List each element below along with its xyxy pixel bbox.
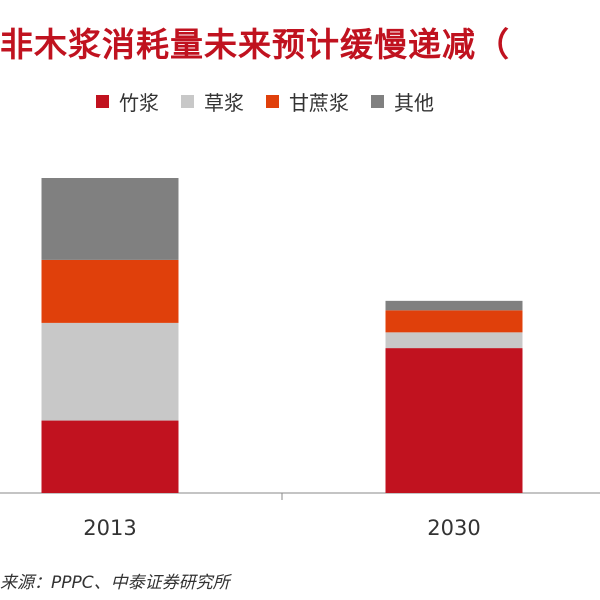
bar-segment-other-2013 <box>41 178 179 260</box>
source-note: 来源：PPPC、中泰证券研究所 <box>0 573 230 593</box>
legend-swatch-bagasse <box>266 95 279 108</box>
legend-swatch-bamboo <box>96 95 109 108</box>
x-tick-label-2030: 2030 <box>427 516 480 540</box>
bar-segment-bagasse-2030 <box>385 310 523 333</box>
legend-label-bamboo: 竹浆 <box>119 91 159 115</box>
legend-swatch-straw <box>181 95 194 108</box>
legend-item-bagasse: 甘蔗浆 <box>266 87 349 116</box>
bar-segment-other-2030 <box>385 300 523 311</box>
legend-item-straw: 草浆 <box>181 87 244 116</box>
legend-item-other: 其他 <box>371 87 434 116</box>
bar-segment-bamboo-2013 <box>41 420 179 493</box>
bar-segment-bamboo-2030 <box>385 348 523 493</box>
legend: 竹浆 草浆 甘蔗浆 其他 <box>96 87 456 116</box>
legend-swatch-other <box>371 95 384 108</box>
legend-item-bamboo: 竹浆 <box>96 87 159 116</box>
bar-segment-straw-2030 <box>385 332 523 349</box>
legend-label-straw: 草浆 <box>204 91 244 115</box>
legend-label-other: 其他 <box>394 91 434 115</box>
bar-segment-straw-2013 <box>41 322 179 421</box>
chart-title: 非木浆消耗量未来预计缓慢递减（ <box>0 25 510 64</box>
x-tick-label-2013: 2013 <box>83 516 136 540</box>
legend-label-bagasse: 甘蔗浆 <box>289 91 349 115</box>
bar-segment-bagasse-2013 <box>41 259 179 323</box>
